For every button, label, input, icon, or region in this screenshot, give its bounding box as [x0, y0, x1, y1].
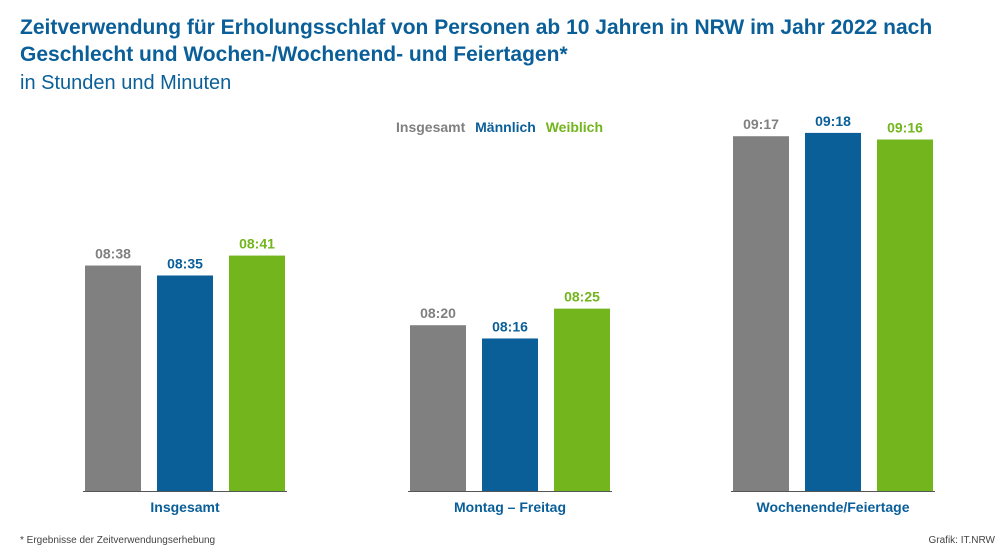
chart-title: Zeitverwendung für Erholungsschlaf von P… — [20, 16, 933, 66]
bar-wochenende-feiertage-weiblich — [877, 139, 933, 491]
bar-insgesamt-insgesamt — [85, 265, 141, 491]
category-label-wochenende-feiertage: Wochenende/Feiertage — [756, 499, 909, 515]
data-label-montag-freitag-m-nnlich: 08:16 — [492, 318, 528, 334]
data-label-montag-freitag-insgesamt: 08:20 — [420, 305, 456, 321]
bar-insgesamt-weiblich — [229, 255, 285, 491]
category-label-montag-freitag: Montag – Freitag — [454, 499, 566, 515]
category-label-insgesamt: Insgesamt — [150, 499, 220, 515]
chart-subtitle: in Stunden und Minuten — [20, 72, 232, 94]
bar-wochenende-feiertage-insgesamt — [733, 136, 789, 491]
footnote: * Ergebnisse der Zeitverwendungserhebung — [20, 535, 216, 546]
legend-item-maennlich: Männlich — [475, 119, 536, 135]
data-label-insgesamt-m-nnlich: 08:35 — [167, 255, 203, 271]
data-label-montag-freitag-weiblich: 08:25 — [564, 289, 600, 305]
legend: Insgesamt Männlich Weiblich — [396, 119, 609, 135]
data-label-insgesamt-weiblich: 08:41 — [239, 236, 275, 252]
bar-montag-freitag-insgesamt — [410, 325, 466, 491]
data-label-insgesamt-insgesamt: 08:38 — [95, 246, 131, 262]
bar-montag-freitag-m-nnlich — [482, 338, 538, 491]
bar-montag-freitag-weiblich — [554, 308, 610, 491]
data-label-wochenende-feiertage-insgesamt: 09:17 — [743, 116, 779, 132]
data-label-wochenende-feiertage-weiblich: 09:16 — [887, 120, 923, 136]
data-label-wochenende-feiertage-m-nnlich: 09:18 — [815, 113, 851, 129]
legend-item-weiblich: Weiblich — [545, 119, 604, 135]
bar-wochenende-feiertage-m-nnlich — [805, 132, 861, 492]
legend-item-insgesamt: Insgesamt — [396, 119, 466, 135]
bar-insgesamt-m-nnlich — [157, 275, 213, 491]
credit: Grafik: IT.NRW — [928, 535, 995, 546]
